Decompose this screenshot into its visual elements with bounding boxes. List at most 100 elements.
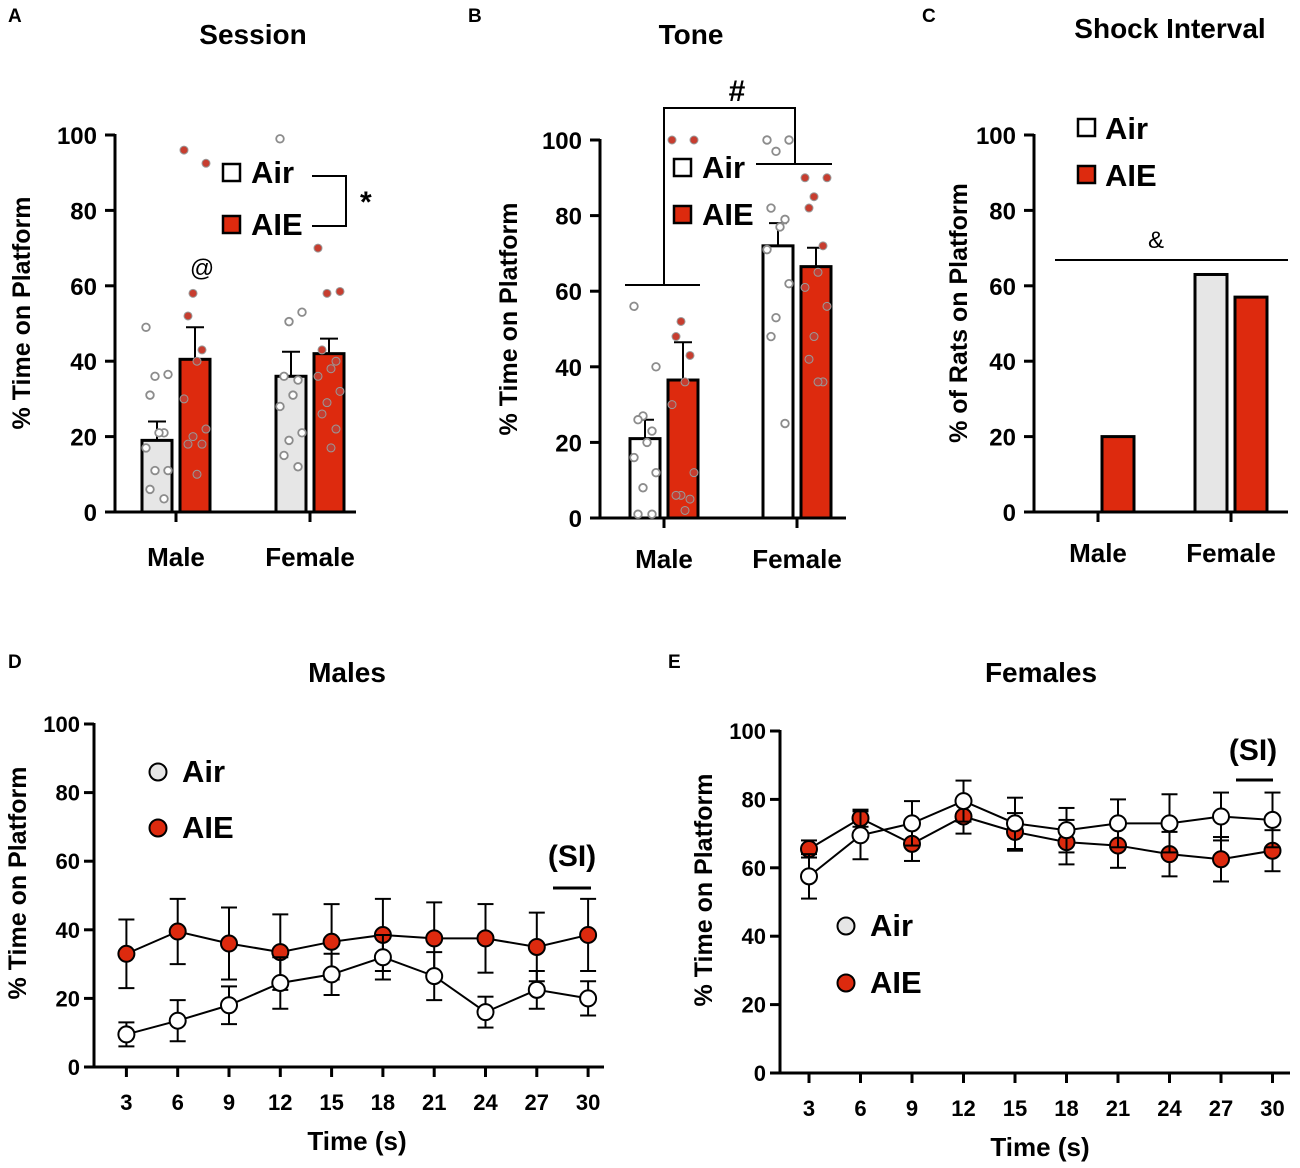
panel-e-xtick-label: 12 [951,1096,975,1121]
panel-b-point-aie [685,350,695,360]
panel-a-point-aie [331,424,341,434]
panel-b-point-air [784,135,794,145]
panel-b-ytick-label: 100 [542,128,582,155]
panel-d-xtick-label: 18 [371,1090,395,1115]
panel-e-xlabel: Time (s) [990,1132,1089,1162]
panel-e-xtick-label: 24 [1157,1096,1182,1121]
panel-a-point-air [293,462,303,472]
panel-e-point-air [1109,814,1127,833]
panel-b-point-air [647,426,657,436]
panel-e-xtick-label: 27 [1209,1096,1233,1121]
panel-e-ytick-label: 0 [754,1061,766,1086]
panel-c-title: Shock Interval [1074,13,1265,44]
panel-c-amp: & [1148,227,1164,254]
panel-b-point-air [771,146,781,157]
panel-d-point-aie [322,932,341,951]
panel-d-ytick-label: 40 [56,918,80,943]
panel-d-xtick-label: 12 [268,1090,292,1115]
panel-d-ytick-label: 100 [43,712,80,737]
panel-b-point-aie [667,400,677,410]
panel-b-point-air [629,301,639,312]
panel-a-point-air [284,435,294,446]
panel-a-at: @ [190,255,214,282]
panel-b-point-air [762,244,772,255]
panel-e-point-air [1160,814,1179,833]
panel-e-ytick-label: 60 [742,856,766,881]
panel-d-point-aie [220,934,238,953]
panel-b-point-aie [671,332,681,342]
panel-d-xtick-label: 30 [576,1090,600,1115]
panel-b-point-aie [822,301,832,311]
panel-e-xtick-label: 9 [906,1096,918,1121]
panel-d-point-aie [117,944,136,963]
panel-b-point-air [771,312,781,323]
panel-letter-e: E [668,652,681,673]
panel-e-legend-aie: AIE [870,965,922,1000]
panel-a-point-aie [335,386,345,396]
panel-b-point-air [766,203,776,213]
panel-a-point-air [150,465,160,476]
panel-a-ytick-label: 60 [70,274,97,301]
panel-c-ytick-label: 60 [989,274,1016,301]
panel-e-ytick-label: 100 [729,719,766,744]
panel-a-point-air [279,371,289,381]
panel-b-point-aie [809,332,819,342]
panel-d-point-air [271,973,290,992]
panel-e-xtick-label: 15 [1003,1096,1027,1121]
panel-a-ylabel: % Time on Platform [8,197,36,430]
panel-d-xlabel: Time (s) [307,1126,406,1156]
panel-d-point-air [117,1025,136,1044]
panel-b-point-air [629,452,639,463]
panel-a-point-aie [192,469,202,479]
panel-d-point-aie [476,929,495,948]
panel-b-category-label: Female [752,544,842,574]
panel-a-point-aie [183,439,193,449]
panel-a-point-air [275,134,285,144]
panel-a-point-aie [317,345,327,355]
panel-d-point-air [579,989,598,1008]
panel-d-xtick-label: 15 [319,1090,343,1115]
panel-a-ytick-label: 100 [57,123,97,150]
panel-b-ytick-label: 20 [555,430,582,457]
panel-b-point-aie [813,377,823,387]
panel-e-point-air [851,826,870,845]
panel-c-category-label: Female [1186,538,1276,568]
panel-c-legend-aie: AIE [1105,158,1157,193]
panel-a-legend-air: Air [251,155,294,190]
panel-a-point-aie [326,443,336,453]
panel-c-bar-air [1193,272,1229,514]
panel-a-point-aie [201,158,211,168]
panel-d-xtick-label: 9 [223,1090,235,1115]
panel-b-point-aie [671,490,681,500]
panel-e-ylabel: % Time on Platform [690,774,718,1007]
panel-c-ytick-label: 0 [1003,500,1016,527]
panel-e-point-air [1006,814,1024,833]
panel-a-point-aie [322,288,332,298]
panel-b-point-aie [680,377,690,387]
panel-d-point-air [476,1003,495,1022]
panel-a-point-aie [322,398,332,408]
panel-a-point-aie [331,356,341,366]
panel-b-ytick-label: 60 [555,279,582,306]
panel-a-point-air [297,307,307,317]
panel-a-ytick-label: 80 [70,198,97,225]
panel-a-point-aie [197,439,207,449]
panel-c-ylabel: % of Rats on Platform [945,183,973,443]
panel-a-point-aie [335,286,345,296]
panel-b-sig-bracket [625,107,832,286]
panel-a-ytick-label: 40 [70,349,97,376]
panel-a-point-aie [201,424,211,434]
panel-d-xtick-label: 6 [172,1090,184,1115]
panel-c-legend-air-swatch [1076,117,1097,138]
panel-letter-b: B [468,6,482,27]
panel-b-point-aie [800,282,810,292]
panel-a-point-air [145,390,155,400]
panel-e-legend-air-marker [836,916,856,936]
panel-b-point-aie [689,135,699,145]
panel-b-point-air [633,415,643,425]
panel-a-ytick-label: 20 [70,425,97,452]
panel-a-legend-air-swatch [221,162,242,183]
panel-a-point-air [154,428,164,438]
panel-b-bar-air [628,437,662,520]
panel-a-point-air [293,375,303,385]
